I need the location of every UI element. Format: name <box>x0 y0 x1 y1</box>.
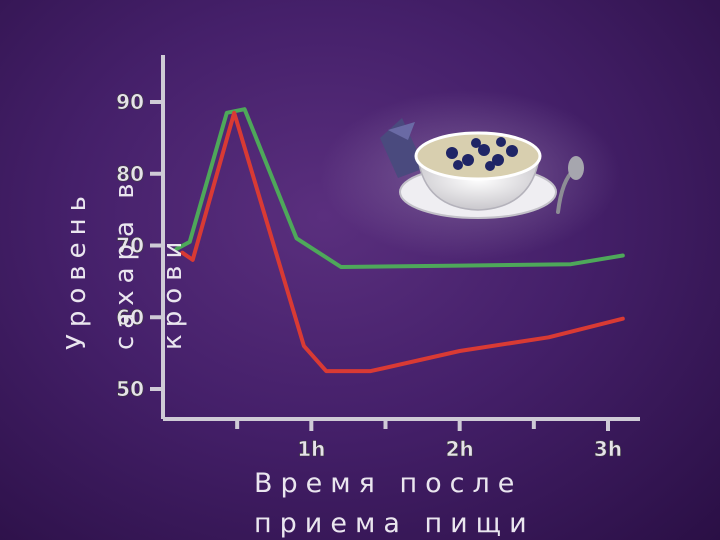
x-tick-label: 3h <box>594 437 622 461</box>
x-tick-label: 2h <box>446 437 474 461</box>
x-axis-label-line: приема пищи <box>254 508 535 539</box>
series-line-2 <box>180 110 625 374</box>
y-axis-label-line: крови <box>158 234 188 350</box>
y-tick-label: 90 <box>116 90 144 114</box>
y-tick-label: 80 <box>116 162 144 186</box>
y-tick-label: 70 <box>116 234 144 258</box>
y-axis-label-line: сахара в <box>110 176 140 350</box>
series-line-1 <box>174 107 625 269</box>
porridge-bowl-illustration <box>320 90 620 260</box>
y-tick-label: 50 <box>116 377 144 401</box>
y-tick-label: 60 <box>116 305 144 329</box>
x-axis-label-line: Время после <box>254 468 523 499</box>
y-axis-label-line: Уровень <box>62 189 92 350</box>
x-tick-label: 1h <box>297 437 325 461</box>
